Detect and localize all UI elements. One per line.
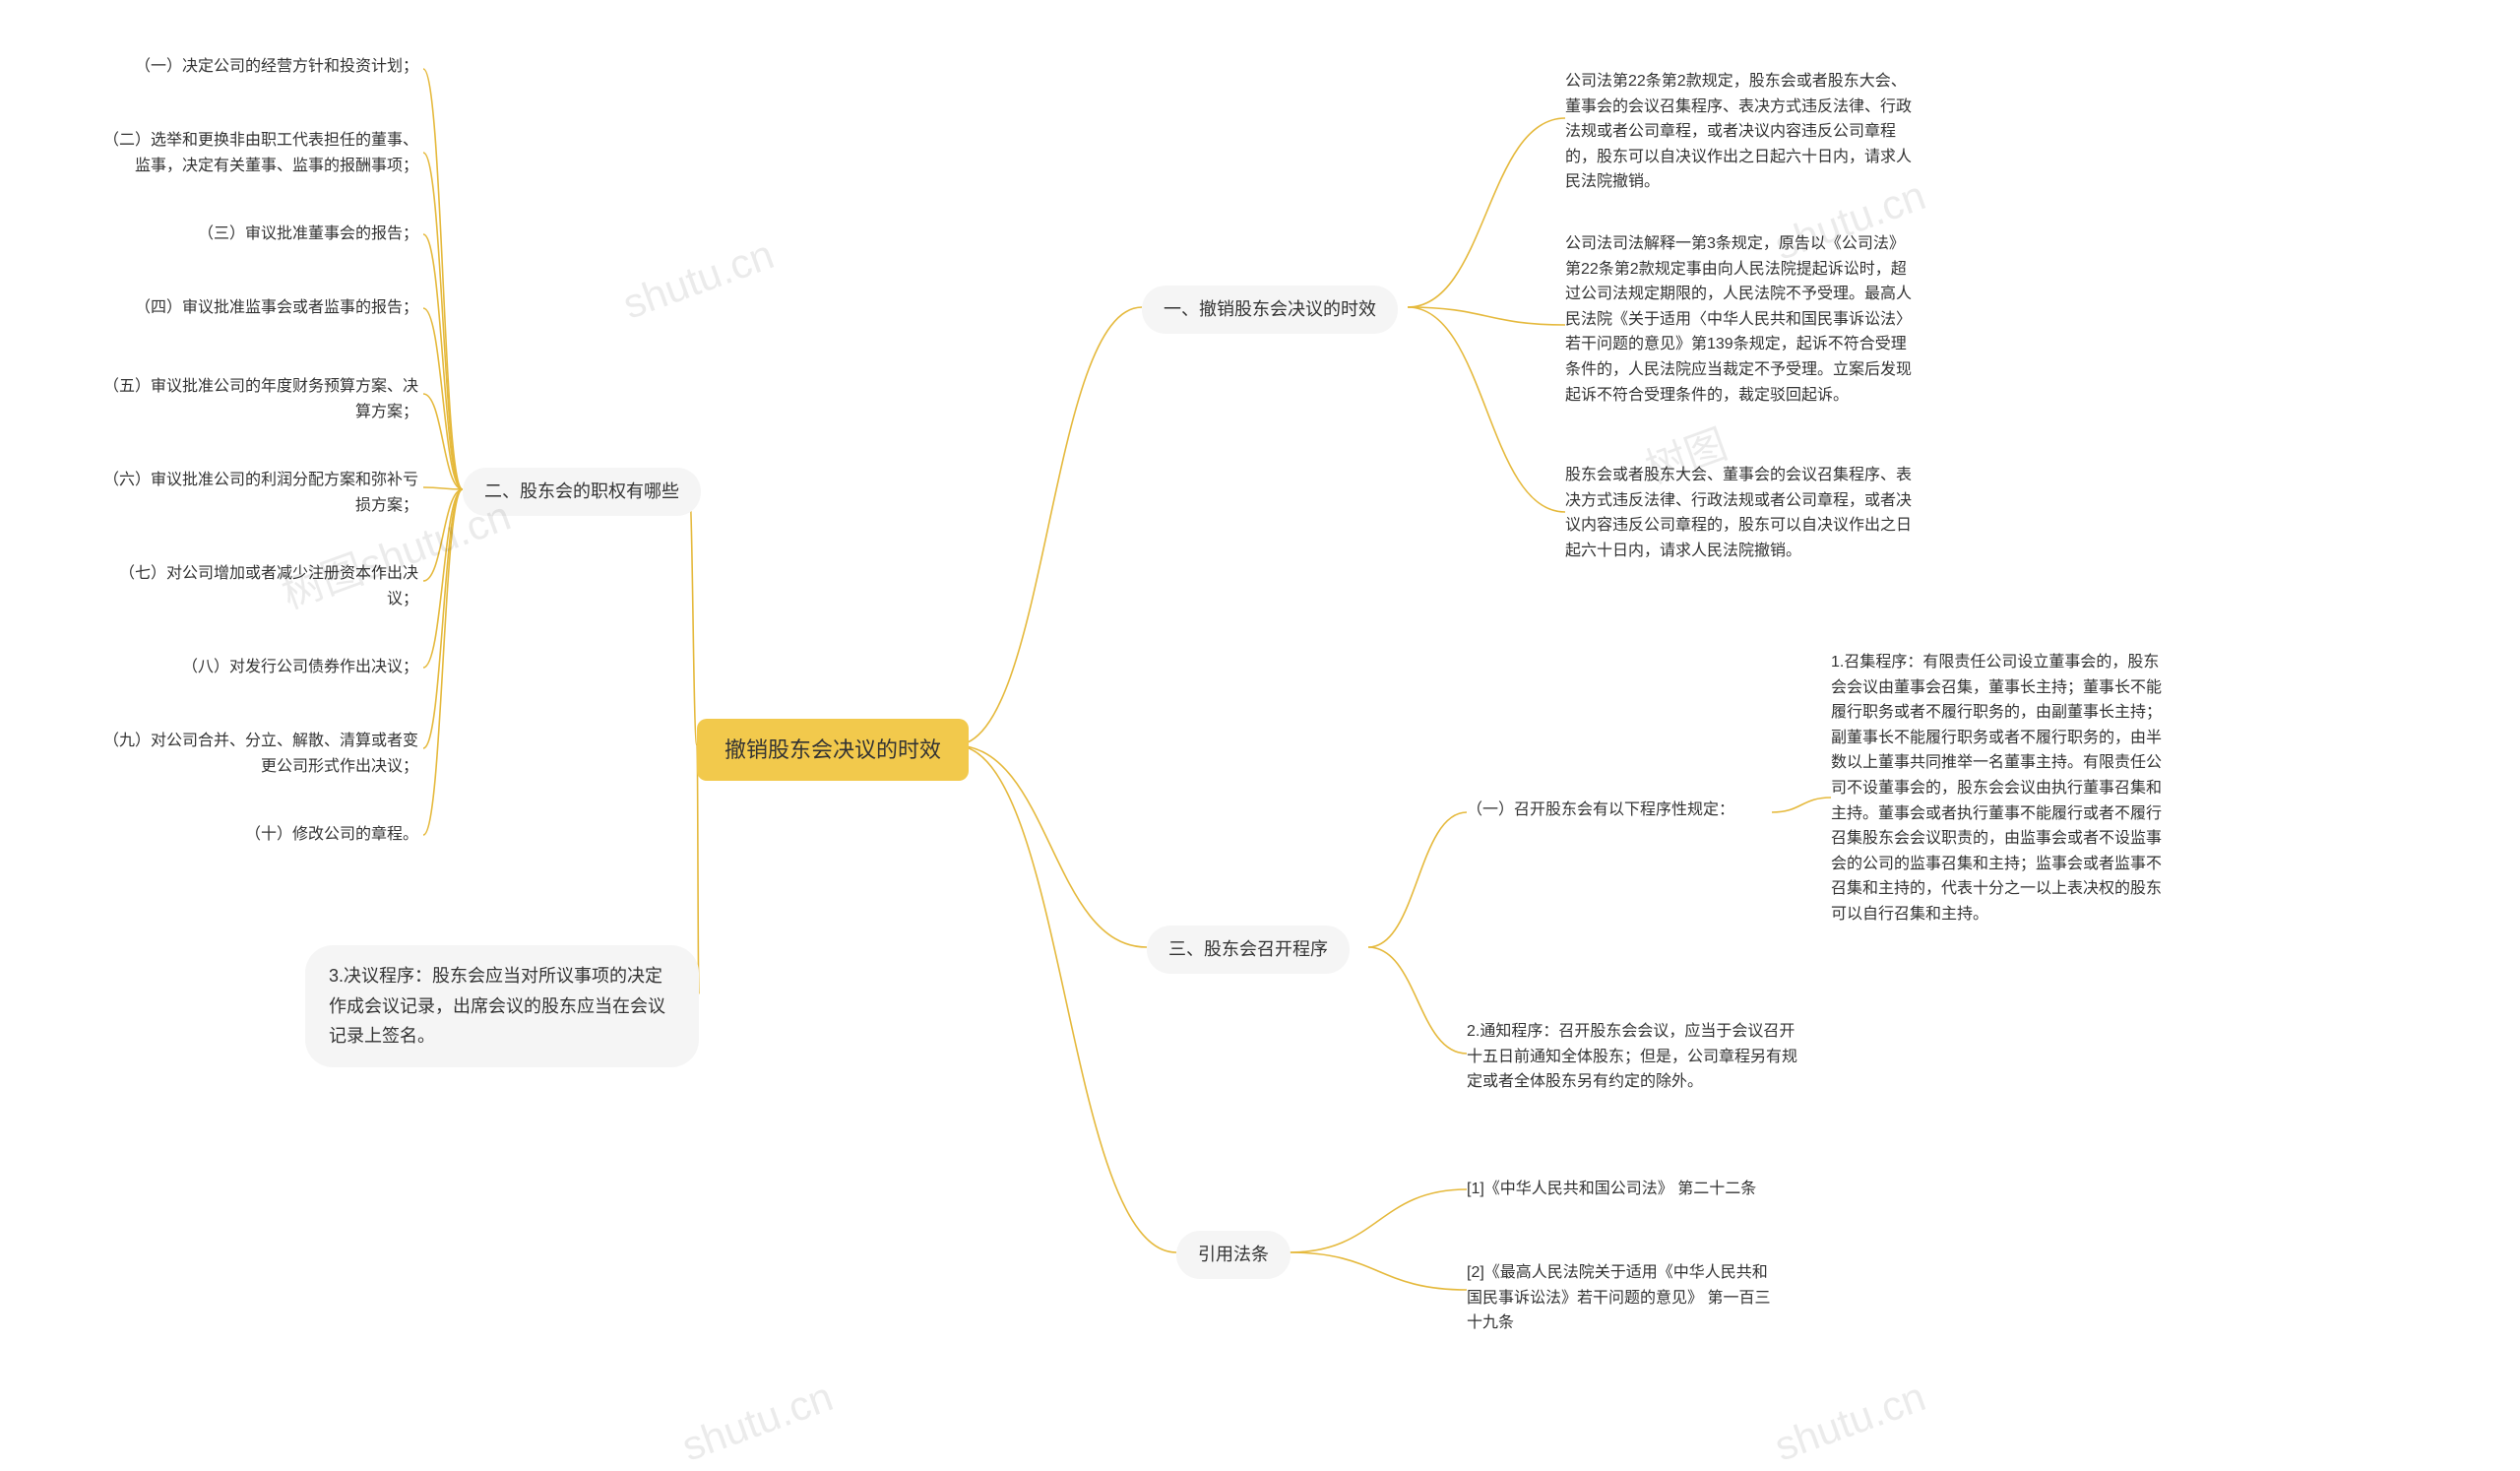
branch-sec1-label: 一、撤销股东会决议的时效 <box>1164 299 1376 319</box>
leaf-s2c10: （十）修改公司的章程。 <box>123 822 418 848</box>
branch-sec4: 3.决议程序：股东会应当对所议事项的决定作成会议记录，出席会议的股东应当在会议记… <box>305 945 699 1067</box>
leaf-s3c1: （一）召开股东会有以下程序性规定： <box>1467 798 1772 823</box>
branch-sec2-label: 二、股东会的职权有哪些 <box>484 481 679 501</box>
leaf-s3c1a: 1.召集程序：有限责任公司设立董事会的，股东会会议由董事会召集，董事长主持；董事… <box>1831 650 2166 927</box>
leaf-s1c1: 公司法第22条第2款规定，股东会或者股东大会、董事会的会议召集程序、表决方式违反… <box>1565 69 1920 195</box>
branch-sec3: 三、股东会召开程序 <box>1147 926 1350 974</box>
leaf-s1c3: 股东会或者股东大会、董事会的会议召集程序、表决方式违反法律、行政法规或者公司章程… <box>1565 463 1920 563</box>
branch-sec5: 引用法条 <box>1176 1231 1291 1279</box>
branch-sec2: 二、股东会的职权有哪些 <box>463 468 701 516</box>
branch-sec1: 一、撤销股东会决议的时效 <box>1142 286 1398 334</box>
leaf-s2c1: （一）决定公司的经营方针和投资计划； <box>123 54 418 80</box>
center-label: 撤销股东会决议的时效 <box>724 737 941 762</box>
watermark: shutu.cn <box>617 230 781 328</box>
leaf-s3c1b: 2.通知程序：召开股东会会议，应当于会议召开十五日前通知全体股东；但是，公司章程… <box>1467 1019 1801 1095</box>
leaf-s2c6: （六）审议批准公司的利润分配方案和弥补亏损方案； <box>103 468 418 518</box>
branch-sec5-label: 引用法条 <box>1198 1245 1269 1264</box>
center-topic: 撤销股东会决议的时效 <box>697 719 969 781</box>
leaf-s2c9: （九）对公司合并、分立、解散、清算或者变更公司形式作出决议； <box>103 729 418 779</box>
leaf-s2c8: （八）对发行公司债券作出决议； <box>123 655 418 680</box>
leaf-s5c1: [1]《中华人民共和国公司法》 第二十二条 <box>1467 1177 1782 1202</box>
leaf-s2c3: （三）审议批准董事会的报告； <box>123 222 418 247</box>
leaf-s2c7: （七）对公司增加或者减少注册资本作出决议； <box>103 561 418 611</box>
watermark: shutu.cn <box>1769 1373 1932 1470</box>
leaf-s2c5: （五）审议批准公司的年度财务预算方案、决算方案； <box>103 374 418 424</box>
leaf-s5c2: [2]《最高人民法院关于适用《中华人民共和国民事诉讼法》若干问题的意见》 第一百… <box>1467 1260 1782 1336</box>
leaf-s2c4: （四）审议批准监事会或者监事的报告； <box>123 295 418 321</box>
watermark: shutu.cn <box>676 1373 840 1470</box>
branch-sec3-label: 三、股东会召开程序 <box>1168 939 1328 959</box>
leaf-s2c2: （二）选举和更换非由职工代表担任的董事、监事，决定有关董事、监事的报酬事项； <box>103 128 418 178</box>
leaf-s1c2: 公司法司法解释一第3条规定，原告以《公司法》第22条第2款规定事由向人民法院提起… <box>1565 231 1920 408</box>
branch-sec4-label: 3.决议程序：股东会应当对所议事项的决定作成会议记录，出席会议的股东应当在会议记… <box>329 966 665 1046</box>
